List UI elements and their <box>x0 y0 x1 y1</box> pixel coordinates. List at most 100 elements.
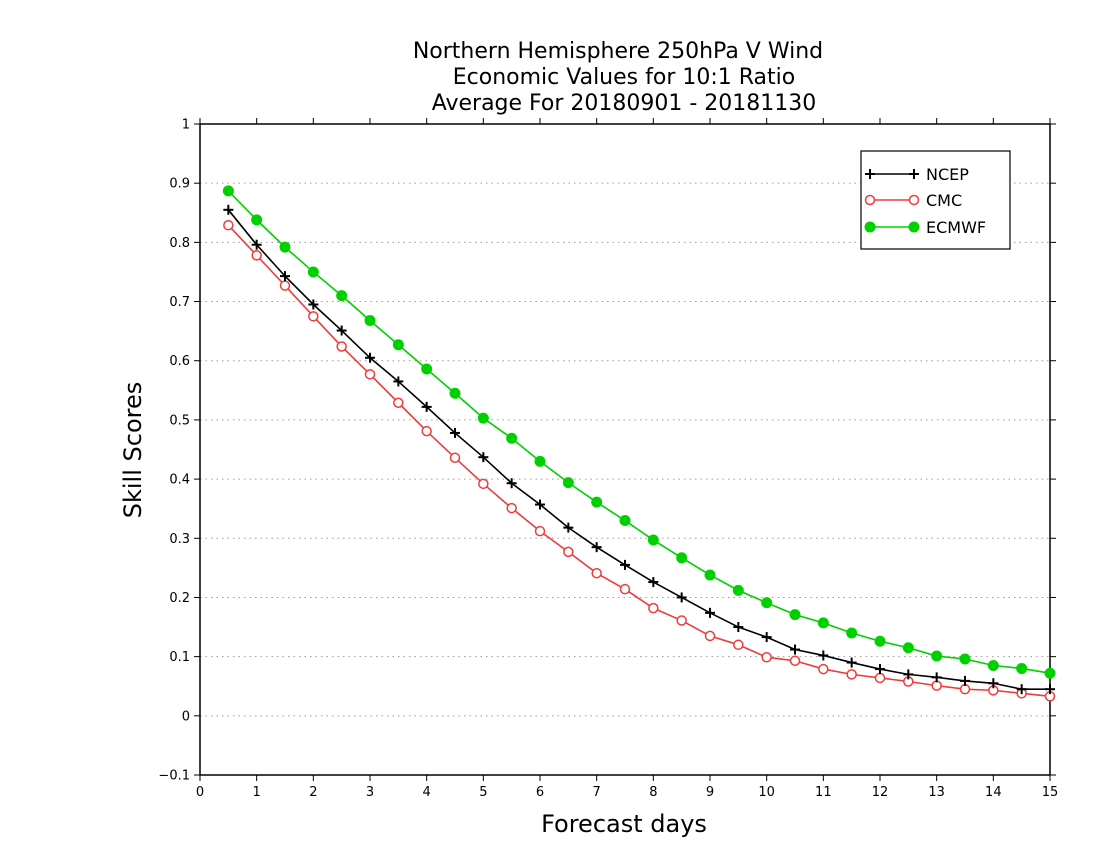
data-point-cmc <box>449 452 461 464</box>
data-point-ecmwf <box>534 455 546 467</box>
data-point-cmc <box>874 672 886 684</box>
data-point-cmc <box>308 311 319 322</box>
grid-lines <box>200 182 1050 717</box>
data-point-ncep <box>818 650 829 661</box>
data-point-ecmwf <box>307 266 319 278</box>
y-tick-label: 0.6 <box>169 354 190 369</box>
y-tick-label: 0.1 <box>169 650 190 665</box>
x-tick-label: 11 <box>815 785 832 800</box>
legend-marker-cmc <box>908 194 920 206</box>
chart-title-line-2: Economic Values for 10:1 Ratio <box>453 65 795 90</box>
data-point-ecmwf <box>761 597 773 609</box>
data-point-cmc <box>818 663 829 675</box>
data-point-ecmwf <box>874 635 886 647</box>
y-tick-label: 0.3 <box>169 532 190 547</box>
x-tick-label: 6 <box>536 785 544 800</box>
data-point-ecmwf <box>364 314 376 326</box>
data-point-ncep <box>1045 684 1055 695</box>
x-tick-label: 4 <box>423 785 431 800</box>
data-point-cmc <box>591 567 602 579</box>
data-point-ecmwf <box>676 552 688 564</box>
y-tick-label: 0 <box>182 709 190 724</box>
data-point-cmc <box>534 525 546 537</box>
legend-marker-ncep <box>865 169 875 179</box>
data-point-ecmwf <box>506 432 518 444</box>
data-point-cmc <box>676 615 687 626</box>
data-point-ecmwf <box>449 387 461 399</box>
data-point-cmc <box>619 583 631 595</box>
x-tick-label: 3 <box>366 785 374 800</box>
data-point-ecmwf <box>1016 662 1028 674</box>
y-tick-label: 0.9 <box>169 177 190 192</box>
legend-marker-ecmwf <box>908 221 920 233</box>
legend: NCEP CMC ECMWF <box>860 150 1011 250</box>
y-axis-title: Skill Scores <box>119 382 147 519</box>
series-ecmwf <box>222 185 1056 679</box>
data-point-cmc <box>959 683 971 695</box>
data-point-ncep <box>591 542 602 553</box>
data-point-cmc <box>393 397 404 408</box>
data-point-ncep <box>705 607 715 618</box>
data-point-ncep <box>251 239 262 250</box>
data-point-ecmwf <box>732 584 744 596</box>
data-point-ncep <box>931 672 942 683</box>
data-point-ncep <box>960 675 970 686</box>
data-point-ncep <box>308 299 319 310</box>
series-cmc <box>223 219 1056 702</box>
data-point-ncep <box>988 678 999 689</box>
data-point-cmc <box>733 639 744 651</box>
data-point-ecmwf <box>846 627 858 639</box>
legend-keys <box>864 169 920 233</box>
legend-box <box>860 150 1011 250</box>
legend-label-cmc: CMC <box>926 191 962 210</box>
data-point-ecmwf <box>987 660 999 672</box>
data-point-ecmwf <box>647 534 659 546</box>
data-point-ncep <box>506 478 517 489</box>
data-point-ecmwf <box>591 496 603 508</box>
data-point-cmc <box>336 341 347 352</box>
data-point-ncep <box>421 401 432 412</box>
x-tick-label: 1 <box>253 785 261 800</box>
data-point-ecmwf <box>902 642 914 654</box>
y-tick-label: 0.7 <box>169 295 190 310</box>
data-point-ecmwf <box>279 241 291 253</box>
data-point-ecmwf <box>789 609 801 621</box>
x-tick-label: 7 <box>593 785 601 800</box>
data-point-ncep <box>478 452 489 463</box>
data-point-ncep <box>535 499 545 510</box>
legend-label-ncep: NCEP <box>926 165 969 184</box>
data-point-ncep <box>223 204 234 215</box>
data-point-cmc <box>478 478 489 490</box>
data-point-ecmwf <box>562 477 574 489</box>
plot-frame <box>199 123 1051 776</box>
x-tick-label: 5 <box>479 785 487 800</box>
data-point-ncep <box>336 325 347 336</box>
data-point-ncep <box>846 657 857 668</box>
data-point-cmc <box>563 546 574 558</box>
x-axis-title: Forecast days <box>541 810 707 838</box>
data-point-ecmwf <box>251 214 263 226</box>
legend-marker-cmc <box>864 194 876 206</box>
legend-marker-ecmwf <box>864 221 876 233</box>
data-point-cmc <box>704 630 716 642</box>
data-point-ncep <box>620 559 630 570</box>
data-point-ncep <box>875 664 885 675</box>
x-tick-label: 10 <box>758 785 775 800</box>
chart-title-line-3: Average For 20180901 - 20181130 <box>432 91 817 116</box>
data-point-cmc <box>761 651 772 663</box>
data-point-cmc <box>251 250 262 261</box>
data-point-ecmwf <box>477 412 489 424</box>
data-point-ecmwf <box>619 515 631 527</box>
data-point-cmc <box>223 219 234 231</box>
x-tick-label: 9 <box>706 785 714 800</box>
data-point-cmc <box>506 502 517 514</box>
data-point-ecmwf <box>392 339 404 351</box>
data-point-ncep <box>1016 684 1027 695</box>
data-point-ncep <box>790 644 800 655</box>
series-layer <box>222 185 1056 702</box>
y-tick-label: 1 <box>182 118 190 133</box>
data-point-cmc <box>648 602 659 614</box>
y-tick-label: 0.5 <box>169 413 190 428</box>
